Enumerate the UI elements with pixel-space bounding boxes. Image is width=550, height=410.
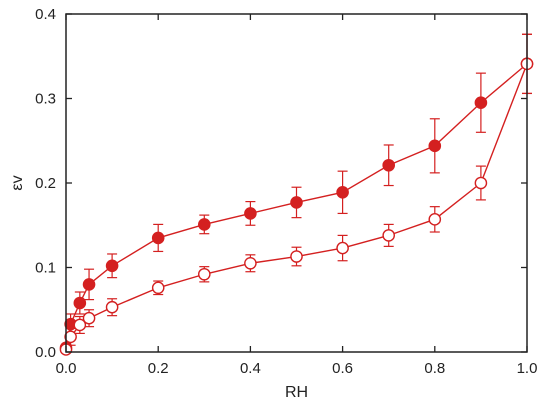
data-point: [382, 229, 396, 242]
x-tick-label: 0.2: [148, 360, 169, 377]
data-point: [290, 196, 303, 209]
axis-layer: 0.0 0.2 0.4 0.6 0.8 1.0 0.0 0.1 0.2 0.3 0.4: [35, 6, 537, 377]
x-axis-title: RH: [285, 384, 308, 401]
data-point: [82, 278, 96, 291]
data-point: [197, 267, 211, 281]
x-tick-label: 0.4: [240, 360, 261, 377]
data-point: [474, 96, 488, 110]
data-point: [244, 207, 257, 220]
y-tick-label: 0.3: [35, 91, 56, 108]
data-point: [82, 311, 96, 325]
data-point: [105, 300, 119, 314]
y-axis-title: εv: [9, 175, 26, 190]
series-layer: [59, 33, 534, 356]
data-point: [336, 185, 349, 199]
data-point: [336, 241, 349, 255]
data-point: [474, 176, 488, 190]
series-1: [59, 33, 534, 355]
data-point: [73, 318, 87, 332]
x-tick-label: 0.0: [56, 360, 77, 377]
data-point: [428, 139, 442, 153]
data-point: [290, 250, 303, 263]
data-point: [244, 256, 257, 270]
data-point: [197, 218, 211, 231]
data-point: [382, 158, 396, 172]
x-tick-label: 0.8: [424, 360, 445, 377]
y-tick-label: 0.1: [35, 260, 56, 277]
data-point: [105, 259, 119, 273]
plot-frame: [65, 13, 528, 353]
data-point: [151, 231, 165, 245]
y-tick-label: 0.2: [35, 175, 56, 192]
data-point: [64, 330, 77, 344]
data-point: [151, 281, 165, 295]
data-point: [428, 213, 442, 226]
x-tick-label: 0.6: [332, 360, 353, 377]
x-tick-label: 1.0: [517, 360, 538, 377]
y-tick-label: 0.0: [35, 344, 56, 361]
data-point: [73, 296, 87, 310]
series-2: [59, 33, 534, 356]
y-tick-label: 0.4: [35, 6, 56, 23]
